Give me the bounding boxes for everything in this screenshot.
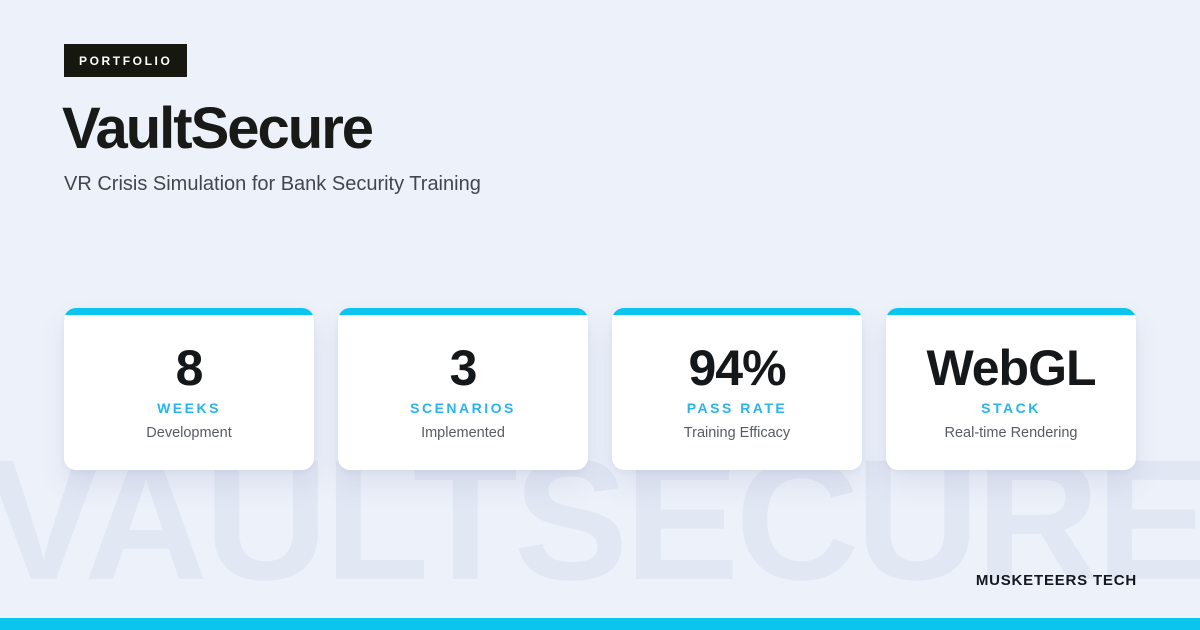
stat-description: Implemented xyxy=(421,425,505,442)
stat-value: WebGL xyxy=(926,340,1096,396)
card-accent-strip xyxy=(338,308,588,315)
page-title: VaultSecure xyxy=(62,96,374,161)
stat-description: Training Efficacy xyxy=(683,425,791,442)
bottom-accent-bar xyxy=(0,618,1200,630)
stats-row: 8 WEEKS Development 3 SCENARIOS Implemen… xyxy=(64,308,1136,470)
stat-card-scenarios: 3 SCENARIOS Implemented xyxy=(338,308,588,470)
stat-value: 3 xyxy=(449,340,478,396)
portfolio-badge-label: PORTFOLIO xyxy=(79,53,173,68)
stat-label: PASS RATE xyxy=(686,400,788,416)
page-subtitle: VR Crisis Simulation for Bank Security T… xyxy=(64,173,481,195)
stat-card-pass-rate: 94% PASS RATE Training Efficacy xyxy=(612,308,862,470)
stat-label: SCENARIOS xyxy=(410,400,516,416)
stat-value: 8 xyxy=(175,340,204,396)
stat-card-weeks: 8 WEEKS Development xyxy=(64,308,314,470)
stat-card-stack: WebGL STACK Real-time Rendering xyxy=(886,308,1136,470)
card-accent-strip xyxy=(64,308,314,315)
stat-label: STACK xyxy=(981,400,1041,416)
stat-label: WEEKS xyxy=(157,400,221,416)
stat-value: 94% xyxy=(688,340,786,396)
portfolio-badge: PORTFOLIO xyxy=(64,44,188,77)
card-accent-strip xyxy=(886,308,1136,315)
stat-description: Real-time Rendering xyxy=(944,425,1078,442)
stat-description: Development xyxy=(146,425,232,442)
brand-footer: MUSKETEERS TECH xyxy=(975,572,1137,589)
card-accent-strip xyxy=(612,308,862,315)
